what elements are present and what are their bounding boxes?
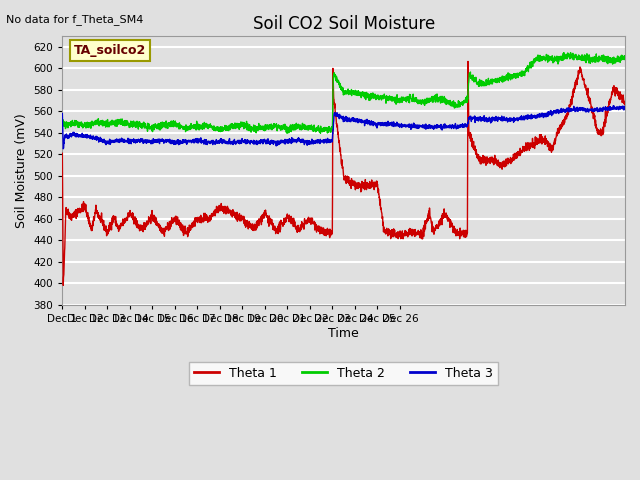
Title: Soil CO2 Soil Moisture: Soil CO2 Soil Moisture xyxy=(253,15,435,33)
Legend: Theta 1, Theta 2, Theta 3: Theta 1, Theta 2, Theta 3 xyxy=(189,362,498,385)
Text: TA_soilco2: TA_soilco2 xyxy=(74,44,146,57)
Y-axis label: Soil Moisture (mV): Soil Moisture (mV) xyxy=(15,113,28,228)
Text: No data for f_Theta_SM4: No data for f_Theta_SM4 xyxy=(6,14,144,25)
X-axis label: Time: Time xyxy=(328,327,359,340)
